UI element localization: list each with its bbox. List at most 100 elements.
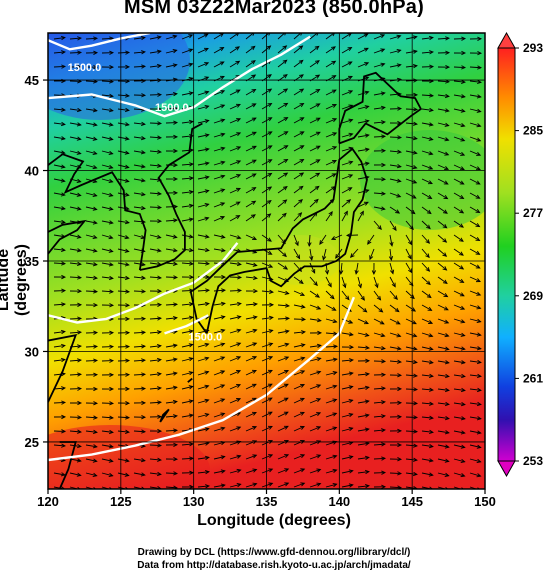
wind-arrowhead xyxy=(204,189,210,194)
wind-arrowhead xyxy=(476,346,482,351)
wind-arrowhead xyxy=(396,49,402,54)
wind-vector xyxy=(405,108,418,110)
wind-arrowhead xyxy=(252,275,258,281)
wind-vector xyxy=(181,443,193,446)
wind-arrowhead xyxy=(156,234,162,239)
wind-arrowhead xyxy=(315,172,321,177)
wind-vector xyxy=(325,399,337,404)
wind-arrowhead xyxy=(299,397,305,402)
wind-arrowhead xyxy=(93,401,99,406)
wind-vector xyxy=(293,45,303,54)
wind-arrowhead xyxy=(125,429,130,434)
wind-arrowhead xyxy=(236,235,242,240)
chart-title: MSM 03Z22Mar2023 (850.0hPa) xyxy=(124,0,424,18)
wind-arrowhead xyxy=(429,93,435,98)
wind-arrowhead xyxy=(140,35,146,41)
coastline xyxy=(48,334,78,403)
wind-arrowhead xyxy=(459,251,464,256)
wind-vector xyxy=(101,472,113,477)
wind-vector xyxy=(53,401,66,404)
wind-vector xyxy=(165,35,177,40)
wind-vector xyxy=(309,344,321,348)
wind-arrowhead xyxy=(268,454,274,459)
wind-arrowhead xyxy=(444,458,450,463)
wind-vector xyxy=(213,202,225,208)
wind-arrowhead xyxy=(173,428,179,433)
wind-vector xyxy=(453,108,465,112)
wind-vector xyxy=(213,398,225,404)
wind-vector xyxy=(69,192,81,197)
wind-arrowhead xyxy=(76,178,82,183)
wind-vector xyxy=(149,373,161,376)
wind-arrowhead xyxy=(124,164,130,169)
wind-arrowhead xyxy=(77,400,83,406)
wind-vector xyxy=(53,373,65,376)
wind-vector xyxy=(453,80,465,83)
wind-arrowhead xyxy=(140,205,146,211)
wind-vector xyxy=(309,45,320,54)
wind-vector xyxy=(245,89,256,96)
x-tick-label: 120 xyxy=(37,494,59,509)
wind-vector xyxy=(309,304,321,310)
wind-arrowhead xyxy=(205,274,211,280)
wind-vector xyxy=(437,290,448,298)
wind-vector xyxy=(197,471,209,474)
wind-vector xyxy=(405,276,414,286)
wind-vector xyxy=(101,80,114,83)
wind-arrowhead xyxy=(220,118,226,123)
wind-arrowhead xyxy=(236,174,242,179)
wind-vector xyxy=(245,145,257,152)
wind-arrowhead xyxy=(284,329,290,334)
wind-arrowhead xyxy=(140,458,146,463)
wind-arrowhead xyxy=(350,253,355,258)
wind-arrowhead xyxy=(476,108,482,113)
wind-arrowhead xyxy=(330,236,336,240)
wind-arrowhead xyxy=(188,343,194,348)
wind-arrowhead xyxy=(268,315,274,321)
wind-arrowhead xyxy=(381,442,386,447)
wind-vector xyxy=(165,372,177,376)
wind-arrowhead xyxy=(60,329,66,335)
wind-arrowhead xyxy=(109,36,115,41)
wind-arrowhead xyxy=(381,148,387,153)
wind-arrowhead xyxy=(428,333,434,338)
wind-vector xyxy=(309,159,320,166)
wind-vector xyxy=(405,206,416,215)
wind-vector xyxy=(117,248,129,252)
wind-arrowhead xyxy=(475,194,481,199)
wind-arrowhead xyxy=(141,358,146,363)
wind-vector xyxy=(469,472,481,477)
wind-arrowhead xyxy=(460,387,466,393)
wind-arrowhead xyxy=(61,50,66,55)
wind-arrowhead xyxy=(125,330,131,335)
wind-vector xyxy=(405,164,417,169)
wind-vector xyxy=(309,117,321,124)
wind-vector xyxy=(277,330,289,334)
wind-arrowhead xyxy=(429,64,435,69)
wind-vector xyxy=(357,290,365,301)
wind-arrowhead xyxy=(76,206,82,211)
wind-vector xyxy=(53,345,65,348)
wind-arrowhead xyxy=(173,442,179,447)
wind-arrowhead xyxy=(397,359,402,364)
wind-vector xyxy=(149,36,161,40)
wind-vector xyxy=(309,412,321,418)
wind-arrowhead xyxy=(284,454,290,459)
wind-arrowhead xyxy=(475,180,481,185)
wind-vector xyxy=(453,150,465,156)
wind-vector xyxy=(53,262,66,265)
wind-vector xyxy=(469,66,482,69)
wind-vector xyxy=(261,468,273,474)
wind-arrowhead xyxy=(381,484,387,489)
wind-vector xyxy=(53,331,65,334)
wind-arrowhead xyxy=(77,415,83,420)
y-tick-label: 35 xyxy=(25,254,39,269)
wind-arrowhead xyxy=(315,89,321,94)
wind-vector xyxy=(421,192,432,199)
wind-vector xyxy=(453,402,465,406)
wind-vector xyxy=(421,108,433,111)
wind-arrowhead xyxy=(221,274,227,280)
wind-vector xyxy=(53,51,65,54)
wind-arrowhead xyxy=(124,107,130,113)
wind-vector xyxy=(133,472,145,476)
